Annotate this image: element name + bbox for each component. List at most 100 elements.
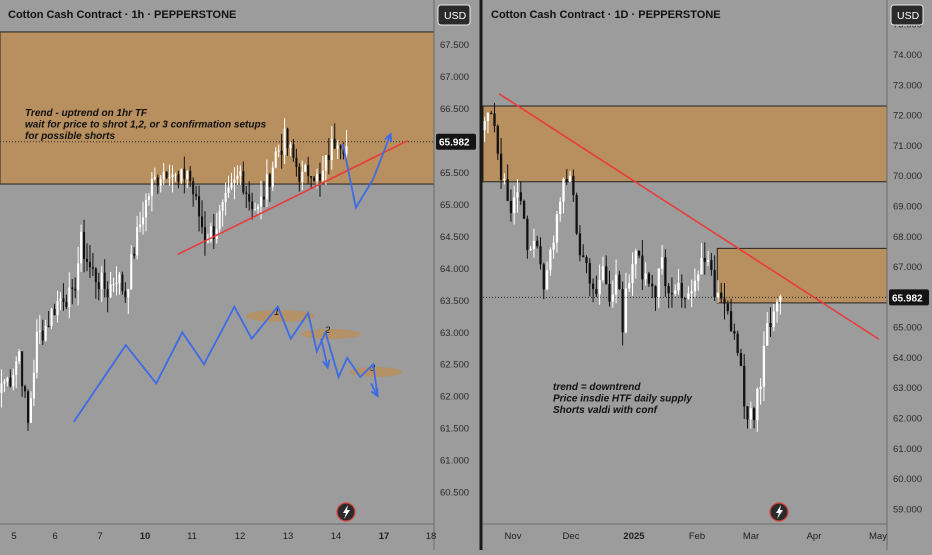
candle[interactable] [532,228,536,258]
candle[interactable] [545,261,549,291]
candle[interactable] [153,167,156,181]
candle[interactable] [133,247,136,259]
candle[interactable] [710,253,713,276]
candle[interactable] [271,161,274,191]
candle[interactable] [657,268,660,308]
candle[interactable] [568,171,572,183]
candle[interactable] [77,246,80,306]
candle[interactable] [286,127,289,156]
candle[interactable] [539,237,542,270]
candle[interactable] [242,161,245,195]
candle[interactable] [667,283,670,309]
candle[interactable] [565,169,568,185]
candle[interactable] [298,163,301,192]
candle[interactable] [59,292,62,311]
candle[interactable] [549,247,552,276]
candle[interactable] [703,242,706,275]
candle[interactable] [124,282,127,303]
candle[interactable] [292,139,295,162]
candle[interactable] [24,384,27,399]
candle[interactable] [716,280,720,303]
candle[interactable] [756,387,759,432]
candle[interactable] [585,255,588,274]
candle[interactable] [200,200,204,234]
candle[interactable] [660,244,664,275]
candle[interactable] [591,278,595,303]
candle[interactable] [683,297,687,309]
candle[interactable] [209,222,212,243]
candle[interactable] [598,264,601,305]
candle[interactable] [283,118,286,165]
candle[interactable] [746,405,749,429]
candle[interactable] [9,369,12,388]
candle[interactable] [562,177,565,214]
candle[interactable] [150,171,153,212]
candle[interactable] [215,212,218,244]
candle[interactable] [526,215,529,259]
candle[interactable] [29,391,32,423]
candle[interactable] [74,277,77,299]
candle[interactable] [339,144,342,160]
candle[interactable] [12,368,15,391]
candle[interactable] [162,162,165,185]
candle[interactable] [628,274,631,293]
candle[interactable] [3,379,6,392]
candle[interactable] [759,378,762,405]
candle[interactable] [614,259,618,304]
candle[interactable] [490,110,493,115]
candle[interactable] [38,314,41,345]
candle[interactable] [112,277,115,293]
confirmation-zone[interactable] [246,310,314,322]
candle[interactable] [516,178,519,213]
candle[interactable] [127,288,130,314]
candle[interactable] [159,174,162,193]
candle[interactable] [677,269,680,295]
candle[interactable] [115,266,118,296]
projection-arrow[interactable] [372,133,392,180]
candle[interactable] [664,249,667,297]
candle[interactable] [62,283,65,311]
candle[interactable] [572,169,575,202]
candle[interactable] [130,245,133,290]
candle[interactable] [651,274,654,299]
candle[interactable] [47,310,50,328]
candle[interactable] [289,141,292,157]
candle[interactable] [97,272,100,301]
candle[interactable] [257,203,260,216]
projection-path[interactable] [341,143,375,211]
candle[interactable] [221,199,224,227]
candle[interactable] [307,156,310,184]
candle[interactable] [749,401,752,429]
candle[interactable] [674,284,677,296]
candle[interactable] [729,298,733,332]
candle[interactable] [634,248,637,279]
right-chart-1d[interactable]: 75.00074.00073.00072.00071.00070.00069.0… [482,0,929,550]
candle[interactable] [233,167,236,200]
candle[interactable] [265,159,268,208]
candle[interactable] [605,255,608,285]
candle[interactable] [720,282,723,303]
lightning-bolt-icon[interactable] [336,502,356,522]
candle[interactable] [766,311,769,346]
candle[interactable] [186,170,189,189]
candle[interactable] [595,275,598,297]
currency-button[interactable]: USD [890,4,924,26]
candle[interactable] [582,244,585,258]
candle[interactable] [736,330,739,356]
candle[interactable] [739,348,743,367]
candle[interactable] [693,268,697,298]
candle[interactable] [268,172,271,202]
candle[interactable] [295,148,298,177]
candle[interactable] [313,176,316,183]
candle[interactable] [171,165,174,193]
candle[interactable] [109,272,112,299]
candle[interactable] [601,256,605,283]
candle[interactable] [647,271,651,287]
candle[interactable] [752,406,756,429]
candle[interactable] [713,255,716,302]
candle[interactable] [180,168,183,184]
candle[interactable] [509,189,513,222]
lightning-bolt-icon[interactable] [769,502,789,522]
candle[interactable] [230,173,233,190]
candle[interactable] [6,376,9,387]
